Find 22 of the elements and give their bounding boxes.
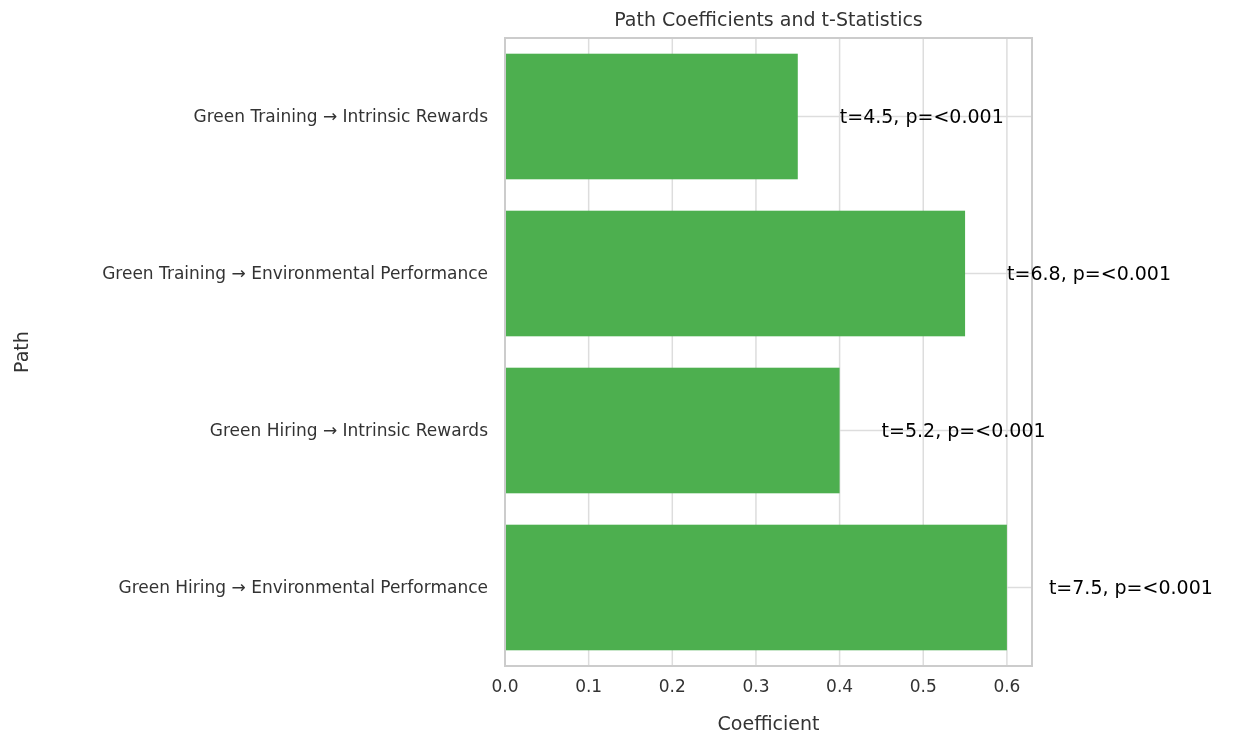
x-axis-title: Coefficient bbox=[717, 712, 820, 734]
x-tick-label: 0.0 bbox=[491, 676, 519, 696]
y-tick-label: Green Hiring → Intrinsic Rewards bbox=[209, 420, 489, 441]
y-axis-title: Path bbox=[10, 331, 32, 373]
x-tick-label: 0.6 bbox=[993, 676, 1021, 696]
annotation: t=6.8, p=<0.001 bbox=[1007, 262, 1172, 285]
bar bbox=[505, 367, 840, 494]
y-tick-label: Green Training → Environmental Performance bbox=[102, 263, 488, 284]
x-tick-label: 0.4 bbox=[826, 676, 854, 696]
annotation: t=4.5, p=<0.001 bbox=[839, 105, 1004, 128]
y-tick-label: Green Training → Intrinsic Rewards bbox=[193, 106, 489, 127]
x-tick-label: 0.3 bbox=[742, 676, 770, 696]
text: t=7.5, p=<0.001 bbox=[1048, 576, 1213, 599]
x-tick-label: 0.2 bbox=[658, 676, 686, 696]
x-tick-label: 0.5 bbox=[909, 676, 937, 696]
bar bbox=[505, 53, 798, 180]
x-tick-label: 0.1 bbox=[575, 676, 603, 696]
chart-title: Path Coefficients and t-Statistics bbox=[614, 8, 923, 30]
annotation: t=5.2, p=<0.001 bbox=[881, 419, 1046, 442]
bar bbox=[505, 524, 1007, 651]
y-tick-label: Green Hiring → Environmental Performance bbox=[118, 577, 488, 598]
bar bbox=[505, 210, 966, 337]
